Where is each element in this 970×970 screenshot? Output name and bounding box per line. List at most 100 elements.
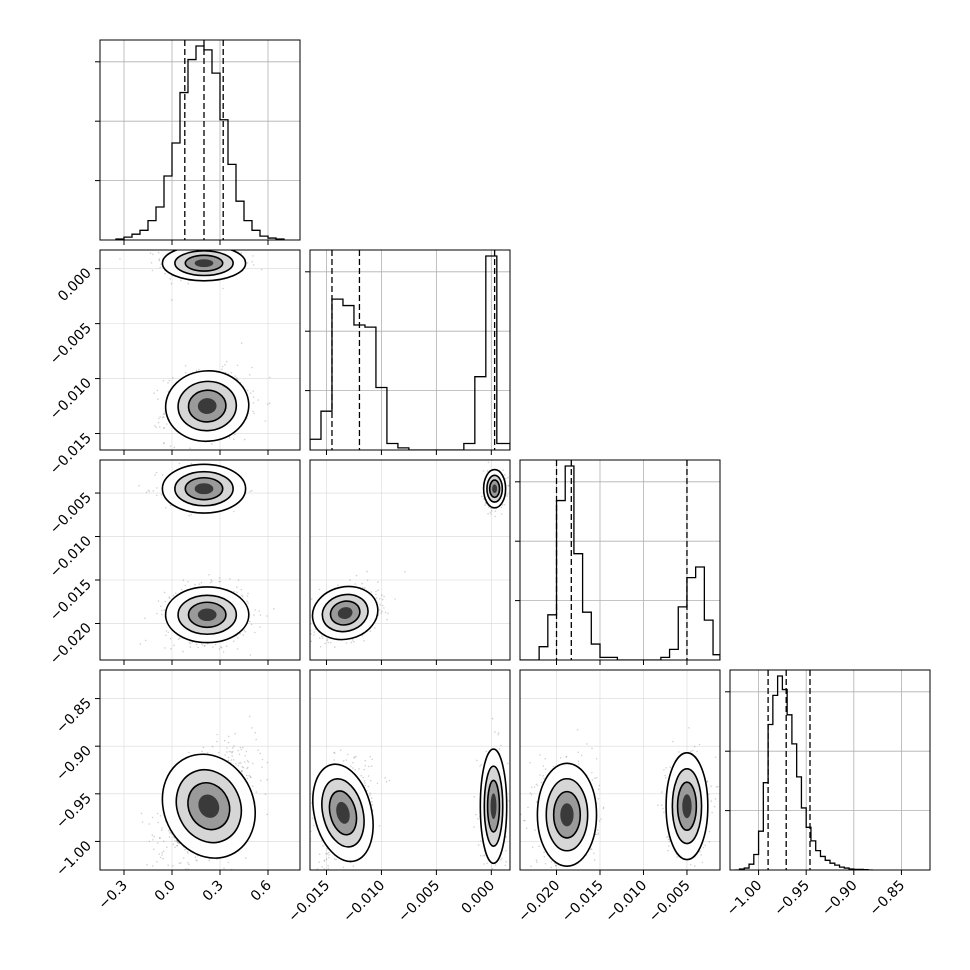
scatter-point: [383, 607, 385, 609]
scatter-point: [597, 833, 599, 836]
scatter-point: [503, 474, 506, 476]
scatter-point: [233, 438, 235, 441]
scatter-point: [228, 436, 231, 439]
scatter-point: [502, 469, 505, 471]
scatter-point: [198, 583, 201, 585]
scatter-point: [202, 746, 205, 749]
scatter-point: [153, 835, 155, 838]
scatter-point: [175, 592, 177, 594]
scatter-point: [232, 242, 234, 244]
scatter-point: [487, 506, 490, 508]
scatter-point: [182, 857, 185, 859]
scatter-point: [251, 366, 253, 369]
scatter-point: [305, 847, 307, 849]
scatter-point: [254, 609, 256, 611]
scatter-point: [161, 854, 163, 856]
scatter-point: [377, 589, 380, 591]
scatter-point: [168, 597, 171, 600]
scatter-point: [208, 859, 211, 862]
scatter-point: [168, 836, 171, 838]
scatter-point: [174, 846, 176, 848]
scatter-point: [246, 389, 249, 392]
scatter-point: [308, 632, 310, 634]
scatter-point: [597, 829, 599, 831]
scatter-point: [252, 396, 255, 398]
scatter-point: [323, 860, 326, 862]
scatter-point: [173, 644, 175, 647]
scatter-point: [233, 590, 235, 593]
scatter-point: [351, 639, 354, 641]
scatter-point: [560, 883, 562, 885]
scatter-point: [145, 491, 148, 494]
scatter-point: [170, 282, 173, 285]
scatter-point: [249, 776, 252, 778]
scatter-point: [222, 241, 224, 243]
scatter-point: [312, 817, 314, 820]
scatter-point: [154, 474, 156, 476]
scatter-point: [241, 766, 243, 768]
scatter-point: [169, 637, 172, 640]
scatter-point: [369, 779, 372, 782]
scatter-point: [345, 759, 348, 761]
scatter-point: [384, 611, 387, 614]
scatter-point: [577, 760, 580, 762]
scatter-point: [251, 261, 253, 263]
scatter-point: [313, 634, 315, 636]
scatter-point: [255, 791, 258, 793]
scatter-point: [327, 865, 330, 867]
scatter-point: [246, 767, 248, 770]
scatter-point: [141, 821, 144, 823]
scatter-point: [321, 637, 324, 639]
scatter-point: [273, 608, 275, 610]
scatter-point: [589, 848, 592, 850]
scatter-point: [241, 594, 243, 596]
scatter-point: [494, 864, 497, 866]
scatter-point: [268, 402, 271, 405]
scatter-point: [159, 266, 161, 269]
scatter-point: [375, 593, 377, 596]
scatter-point: [330, 641, 332, 644]
scatter-point: [489, 511, 492, 514]
scatter-point: [189, 447, 191, 450]
scatter-point: [387, 612, 389, 615]
scatter-point: [180, 862, 182, 864]
scatter-point: [172, 843, 175, 846]
scatter-point: [196, 860, 198, 862]
scatter-point: [236, 364, 239, 367]
scatter-point: [244, 755, 246, 757]
scatter-point: [364, 784, 367, 787]
scatter-point: [354, 769, 357, 771]
scatter-point: [536, 861, 538, 863]
scatter-point: [173, 446, 176, 449]
scatter-point: [333, 752, 336, 754]
scatter-point: [388, 779, 391, 782]
scatter-point: [211, 443, 213, 445]
scatter-point: [245, 857, 247, 859]
scatter-point: [235, 763, 237, 765]
scatter-point: [184, 365, 187, 367]
scatter-point: [184, 848, 186, 851]
scatter-point: [380, 612, 383, 614]
scatter-point: [242, 766, 245, 769]
scatter-point: [353, 640, 355, 643]
scatter-point: [233, 759, 235, 761]
scatter-point: [243, 438, 246, 441]
scatter-point: [565, 886, 567, 888]
scatter-point: [199, 246, 201, 248]
scatter-point: [339, 876, 341, 878]
scatter-point: [540, 781, 543, 784]
scatter-point: [473, 795, 476, 798]
scatter-point: [591, 771, 593, 774]
scatter-point: [377, 581, 379, 583]
scatter-point: [237, 764, 240, 767]
scatter-point: [251, 785, 254, 787]
scatter-point: [497, 886, 499, 888]
scatter-point: [161, 851, 163, 854]
scatter-point: [161, 474, 164, 476]
scatter-point: [242, 746, 244, 749]
scatter-point: [236, 586, 238, 588]
scatter-point: [236, 377, 238, 379]
scatter-point: [304, 861, 306, 863]
scatter-point: [200, 881, 202, 883]
scatter-point: [203, 871, 205, 873]
